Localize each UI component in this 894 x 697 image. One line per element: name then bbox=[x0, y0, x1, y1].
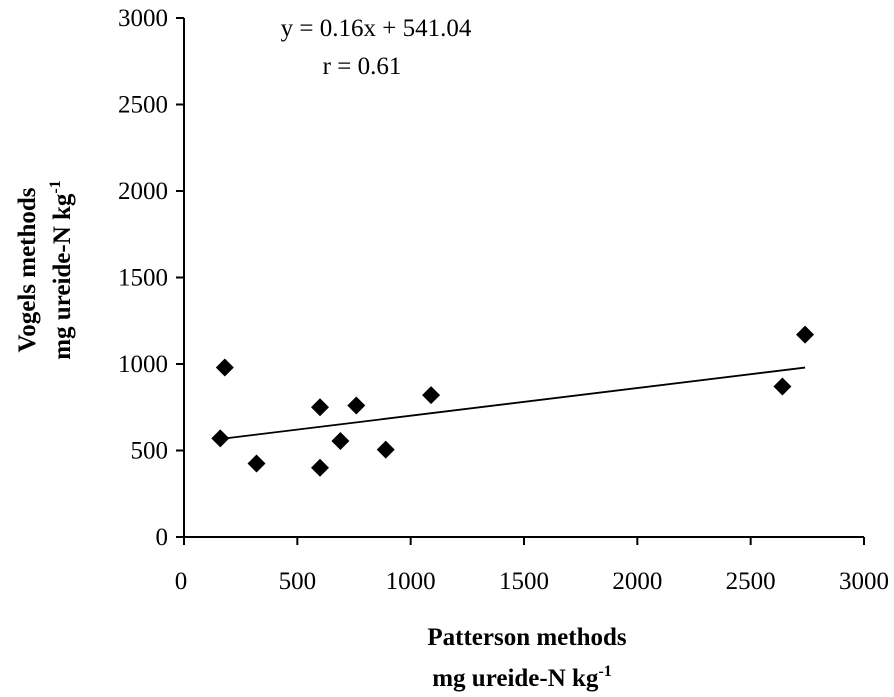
x-tick-label: 0 bbox=[175, 568, 188, 595]
data-point bbox=[422, 386, 441, 405]
y-tick-label: 3000 bbox=[118, 5, 168, 32]
x-axis-unit-sup: -1 bbox=[598, 663, 611, 680]
y-tick-label: 500 bbox=[131, 438, 169, 465]
x-tick-label: 1000 bbox=[386, 568, 436, 595]
axes bbox=[183, 18, 864, 538]
data-point bbox=[796, 325, 815, 344]
data-point bbox=[311, 398, 329, 417]
y-axis-unit-text: mg ureide-N kg bbox=[49, 193, 76, 360]
x-tick-label: 3000 bbox=[839, 568, 889, 595]
trendline-equation: y = 0.16x + 541.04 bbox=[281, 15, 472, 42]
y-tick-label: 1000 bbox=[118, 351, 168, 378]
data-point bbox=[311, 458, 329, 477]
data-point bbox=[211, 429, 230, 448]
data-points bbox=[211, 325, 815, 477]
data-point bbox=[247, 454, 266, 473]
data-point bbox=[215, 358, 234, 377]
data-point bbox=[347, 396, 366, 415]
trendline bbox=[220, 366, 806, 440]
y-tick-label: 2500 bbox=[118, 92, 168, 119]
x-axis-unit: mg ureide-N kg-1 bbox=[432, 663, 612, 692]
correlation-label: r = 0.61 bbox=[323, 53, 402, 80]
y-axis-unit-sup: -1 bbox=[47, 180, 64, 193]
x-axis-title: Patterson methods bbox=[427, 624, 627, 651]
x-tick-label: 2500 bbox=[726, 568, 776, 595]
y-ticks: 0 500 1000 1500 2000 2500 3000 bbox=[118, 5, 184, 551]
trendline-group bbox=[220, 366, 806, 440]
x-ticks: 0 500 1000 1500 2000 2500 3000 bbox=[175, 537, 889, 595]
y-axis-unit: mg ureide-N kg-1 bbox=[47, 180, 76, 360]
x-tick-label: 1500 bbox=[499, 568, 549, 595]
y-axis-title: Vogels methods bbox=[14, 187, 41, 352]
y-tick-label: 1500 bbox=[118, 265, 168, 292]
data-point bbox=[331, 431, 350, 450]
data-point bbox=[376, 440, 395, 459]
data-point bbox=[773, 377, 792, 396]
y-tick-label: 0 bbox=[156, 524, 169, 551]
y-tick-label: 2000 bbox=[118, 178, 168, 205]
x-axis-unit-text: mg ureide-N kg bbox=[432, 665, 599, 692]
y-axis-unit-group: mg ureide-N kg-1 bbox=[47, 180, 76, 360]
x-tick-label: 2000 bbox=[612, 568, 662, 595]
x-tick-label: 500 bbox=[279, 568, 317, 595]
y-axis-title-group: Vogels methods bbox=[14, 187, 41, 352]
